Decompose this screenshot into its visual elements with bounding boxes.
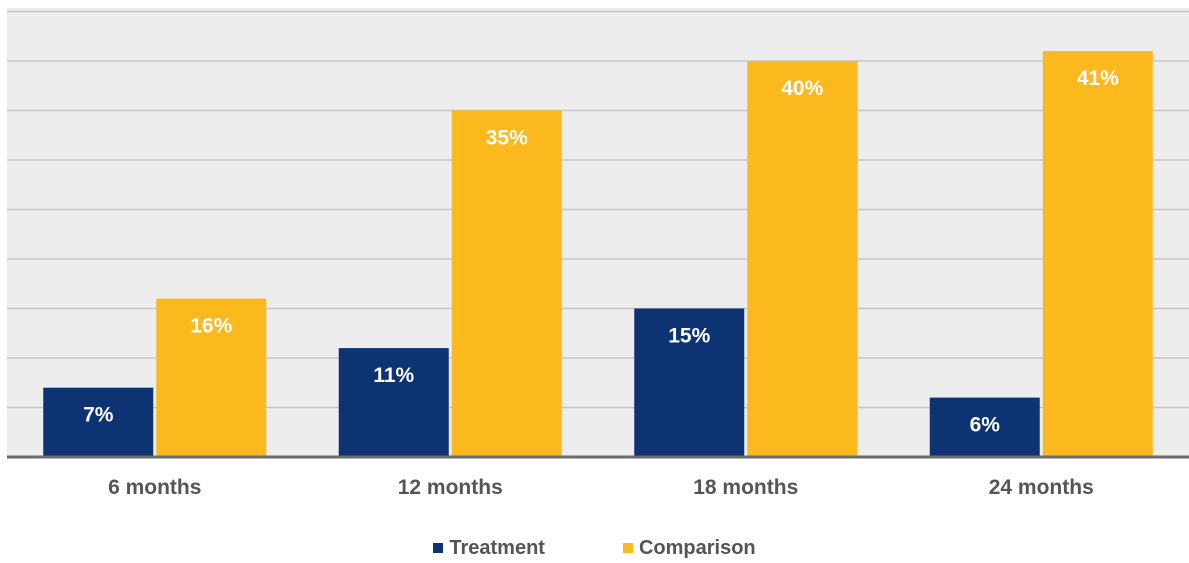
legend-swatch-treatment [433,543,444,553]
bar-treatment-4 [929,397,1040,457]
bar-comparison-3 [747,61,858,457]
x-tick-label: 24 months [989,476,1094,499]
data-label-treatment-4: 6% [970,414,1001,437]
data-label-treatment-1: 7% [83,404,114,427]
data-label-comparison-2: 35% [486,127,528,150]
x-tick-labels: 6 months 12 months 18 months 24 months [108,476,1094,499]
legend-swatch-comparison [622,543,633,553]
data-label-treatment-3: 15% [668,325,710,348]
bar-treatment-2 [338,348,449,457]
data-label-comparison-1: 16% [190,315,232,338]
legend-label-treatment: Treatment [449,536,545,559]
bar-comparison-4 [1042,51,1153,457]
legend-label-comparison: Comparison [638,536,756,559]
bar-treatment-3 [634,308,745,457]
legend: Treatment Comparison [0,533,1189,563]
legend-item-comparison[interactable]: Comparison [622,536,756,560]
bar-treatment-1 [43,387,154,457]
data-label-comparison-3: 40% [781,77,823,100]
legend-item-treatment[interactable]: Treatment [433,537,545,560]
data-label-treatment-2: 11% [373,364,414,387]
data-label-comparison-4: 41% [1077,67,1119,90]
bars: 7% 16% 11% 35% 15% 40% 6% 41% [43,51,1153,457]
x-tick-label: 18 months [693,476,798,499]
x-tick-label: 6 months [108,476,201,499]
bar-comparison-2 [451,110,562,457]
x-tick-label: 12 months [398,476,503,499]
bar-comparison-1 [156,298,267,457]
